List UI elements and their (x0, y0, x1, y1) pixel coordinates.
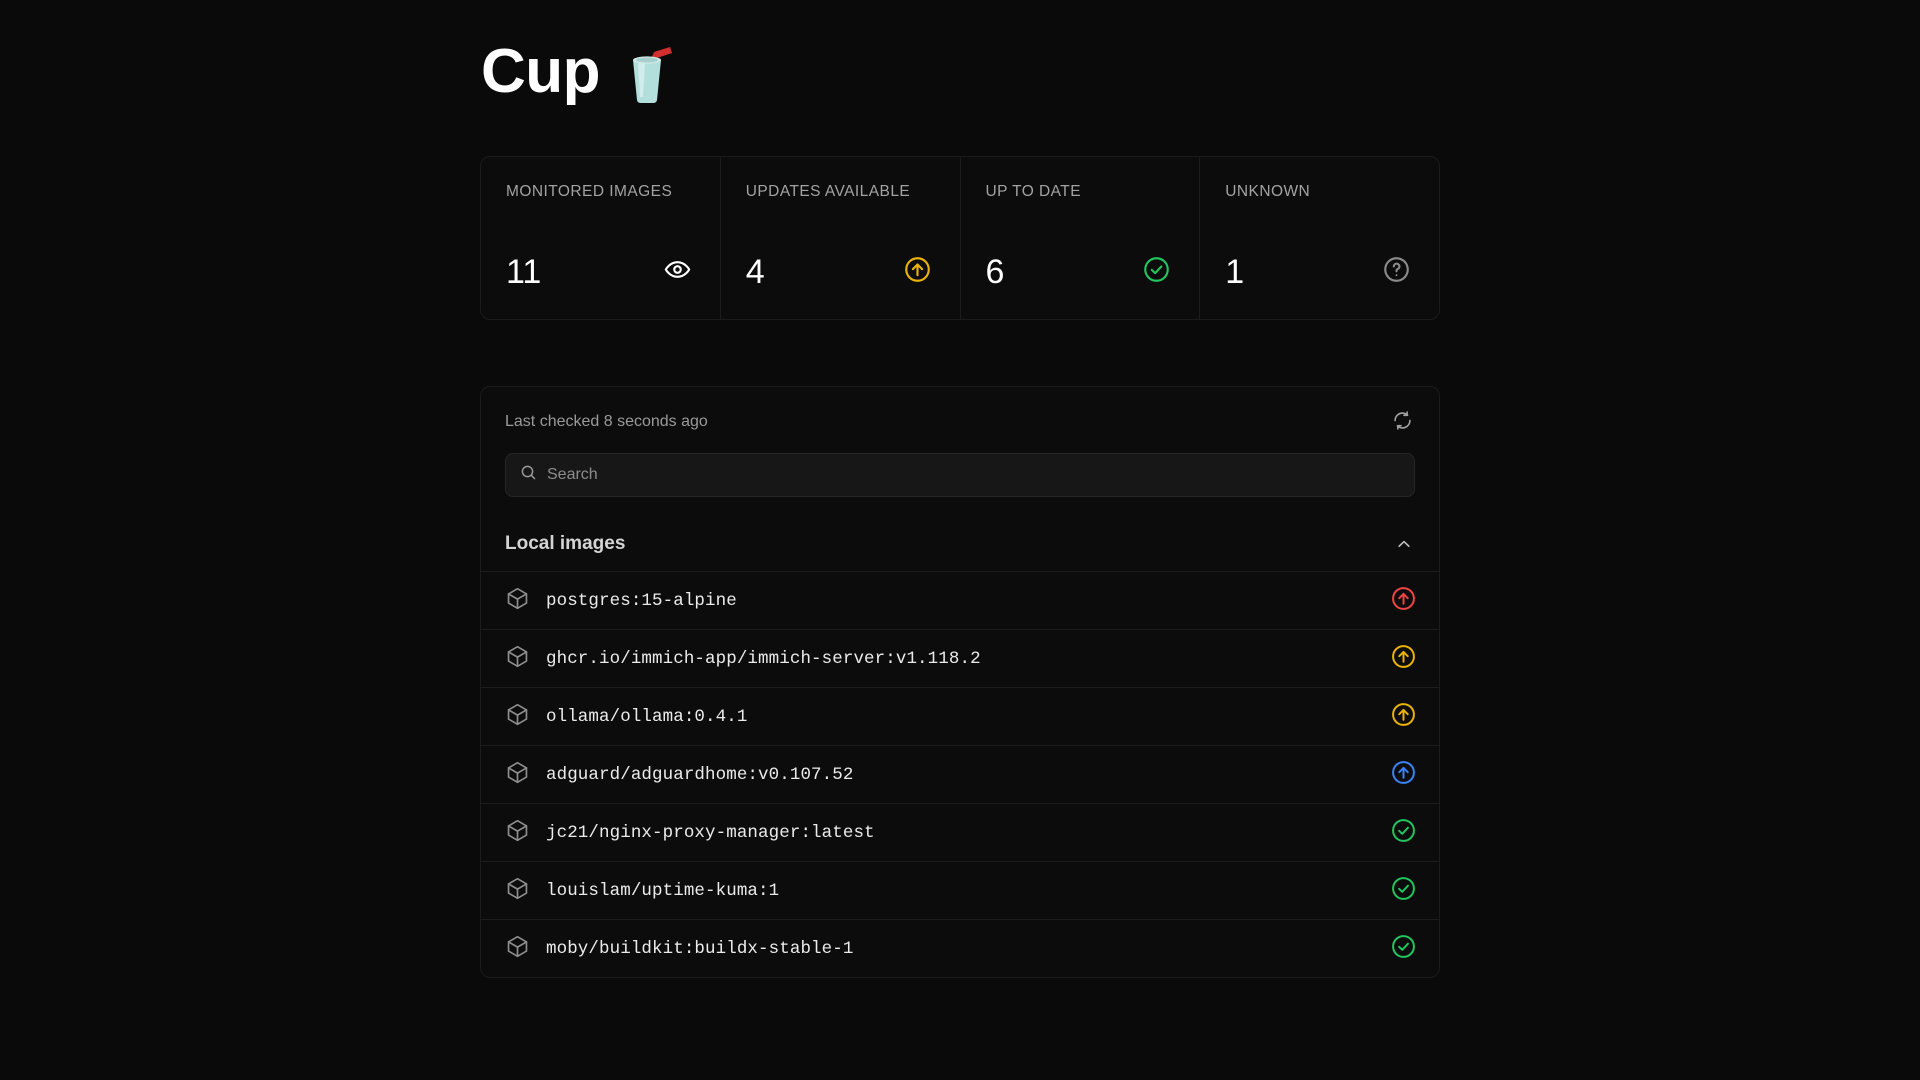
box-icon (505, 644, 530, 674)
box-icon (505, 934, 530, 964)
stat-value: 1 (1225, 253, 1245, 291)
stat-row: 6 (986, 255, 1175, 289)
table-row[interactable]: ollama/ollama:0.4.1 (481, 687, 1439, 745)
search-icon (520, 464, 537, 486)
app-header: Cup (480, 24, 1440, 120)
search-box[interactable] (505, 453, 1415, 497)
box-icon (505, 876, 530, 906)
arrow-up-circle-icon (904, 256, 931, 288)
stat-card-unknown: UNKNOWN 1 (1200, 157, 1439, 319)
group-header-local-images[interactable]: Local images (481, 515, 1439, 571)
check-circle-icon[interactable] (1391, 876, 1416, 906)
image-name: jc21/nginx-proxy-manager:latest (546, 822, 875, 843)
stats-summary: MONITORED IMAGES 11 UPDATES AVAILABLE 4 (480, 156, 1440, 320)
box-icon (505, 702, 530, 732)
page-title: Cup (481, 37, 601, 106)
stat-value: 6 (985, 253, 1005, 291)
arrow-up-circle-icon[interactable] (1391, 760, 1416, 790)
content-container: Cup MONITORED IMAGES 11 (480, 0, 1440, 978)
stat-card-monitored-images: MONITORED IMAGES 11 (481, 157, 721, 319)
stat-label: UP TO DATE (985, 183, 1082, 200)
stat-value: 4 (745, 253, 765, 291)
eye-icon (664, 256, 691, 288)
check-circle-icon[interactable] (1391, 934, 1416, 964)
refresh-button[interactable] (1389, 409, 1415, 435)
arrow-up-circle-icon[interactable] (1391, 586, 1416, 616)
group-title: Local images (505, 533, 626, 554)
stat-label: MONITORED IMAGES (506, 183, 673, 200)
stat-label: UNKNOWN (1225, 183, 1311, 200)
image-name: adguard/adguardhome:v0.107.52 (546, 764, 854, 785)
box-icon (505, 818, 530, 848)
box-icon (505, 760, 530, 790)
search-input[interactable] (547, 454, 1400, 496)
image-name: ghcr.io/immich-app/immich-server:v1.118.… (546, 648, 981, 669)
panel-toolbar: Last checked 8 seconds ago (481, 387, 1439, 515)
stat-row: 11 (506, 255, 695, 289)
arrow-up-circle-icon[interactable] (1391, 702, 1416, 732)
image-list: postgres:15-alpine ghcr.io/imm (481, 571, 1439, 977)
check-circle-icon[interactable] (1391, 818, 1416, 848)
table-row[interactable]: postgres:15-alpine (481, 571, 1439, 629)
table-row[interactable]: ghcr.io/immich-app/immich-server:v1.118.… (481, 629, 1439, 687)
table-row[interactable]: louislam/uptime-kuma:1 (481, 861, 1439, 919)
image-name: postgres:15-alpine (546, 590, 737, 611)
images-panel: Last checked 8 seconds ago (480, 386, 1440, 978)
image-name: ollama/ollama:0.4.1 (546, 706, 748, 727)
stat-row: 1 (1225, 255, 1414, 289)
image-name: moby/buildkit:buildx-stable-1 (546, 938, 854, 959)
stat-card-up-to-date: UP TO DATE 6 (961, 157, 1201, 319)
chevron-up-icon[interactable] (1393, 533, 1415, 555)
cup-with-straw-icon (614, 42, 678, 106)
box-icon (505, 586, 530, 616)
question-circle-icon (1383, 256, 1410, 288)
arrow-up-circle-icon[interactable] (1391, 644, 1416, 674)
table-row[interactable]: jc21/nginx-proxy-manager:latest (481, 803, 1439, 861)
table-row[interactable]: moby/buildkit:buildx-stable-1 (481, 919, 1439, 977)
refresh-icon (1392, 410, 1413, 434)
last-checked-text: Last checked 8 seconds ago (505, 413, 708, 430)
stat-row: 4 (746, 255, 935, 289)
panel-status-row: Last checked 8 seconds ago (505, 409, 1415, 435)
stat-label: UPDATES AVAILABLE (745, 183, 911, 200)
check-circle-icon (1143, 256, 1170, 288)
stat-value: 11 (506, 253, 542, 291)
table-row[interactable]: adguard/adguardhome:v0.107.52 (481, 745, 1439, 803)
stat-card-updates-available: UPDATES AVAILABLE 4 (721, 157, 961, 319)
image-name: louislam/uptime-kuma:1 (546, 880, 780, 901)
